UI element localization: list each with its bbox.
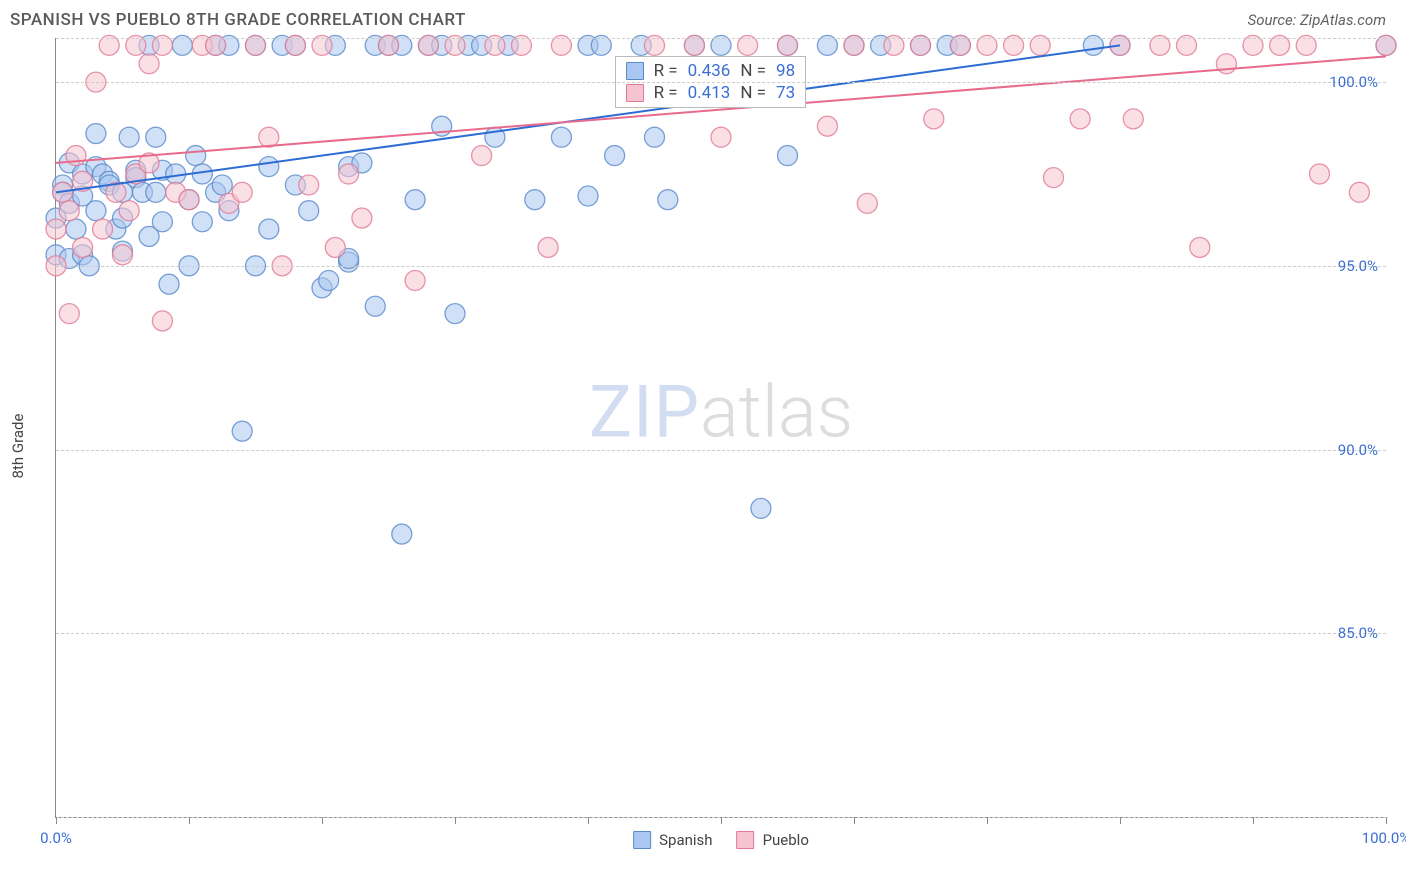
chart-plot-area: ZIPatlas R = 0.436 N = 98 R = 0.413 N = … (55, 38, 1386, 818)
stats-row-pueblo: R = 0.413 N = 73 (626, 83, 796, 103)
stats-n-label-2: N = (740, 83, 766, 103)
stats-r-label-2: R = (654, 83, 678, 103)
chart-source: Source: ZipAtlas.com (1248, 11, 1386, 29)
stats-r-label: R = (654, 61, 678, 81)
stats-row-spanish: R = 0.436 N = 98 (626, 61, 796, 81)
y-tick-label: 95.0% (1338, 257, 1378, 275)
y-tick-label: 85.0% (1338, 624, 1378, 642)
stats-pueblo-r: 0.413 (688, 83, 731, 103)
y-axis-label: 8th Grade (9, 414, 27, 479)
stats-pueblo-n: 73 (776, 83, 795, 103)
chart-svg (56, 38, 1386, 817)
chart-header: SPANISH VS PUEBLO 8TH GRADE CORRELATION … (0, 0, 1406, 38)
y-tick-label: 100.0% (1329, 73, 1378, 91)
stats-spanish-n: 98 (776, 61, 795, 81)
legend-swatch-pueblo-icon (737, 831, 755, 849)
stats-n-label: N = (740, 61, 766, 81)
legend-item-spanish: Spanish (633, 831, 712, 849)
swatch-pueblo-icon (626, 84, 644, 102)
legend-swatch-spanish-icon (633, 831, 651, 849)
legend: Spanish Pueblo (633, 831, 809, 849)
chart-title: SPANISH VS PUEBLO 8TH GRADE CORRELATION … (10, 10, 466, 30)
swatch-spanish-icon (626, 62, 644, 80)
x-tick-label: 100.0% (1362, 829, 1406, 847)
x-tick-label: 0.0% (40, 829, 72, 847)
legend-item-pueblo: Pueblo (737, 831, 809, 849)
stats-spanish-r: 0.436 (688, 61, 731, 81)
legend-label-spanish: Spanish (659, 831, 712, 849)
legend-label-pueblo: Pueblo (763, 831, 809, 849)
y-tick-label: 90.0% (1338, 441, 1378, 459)
